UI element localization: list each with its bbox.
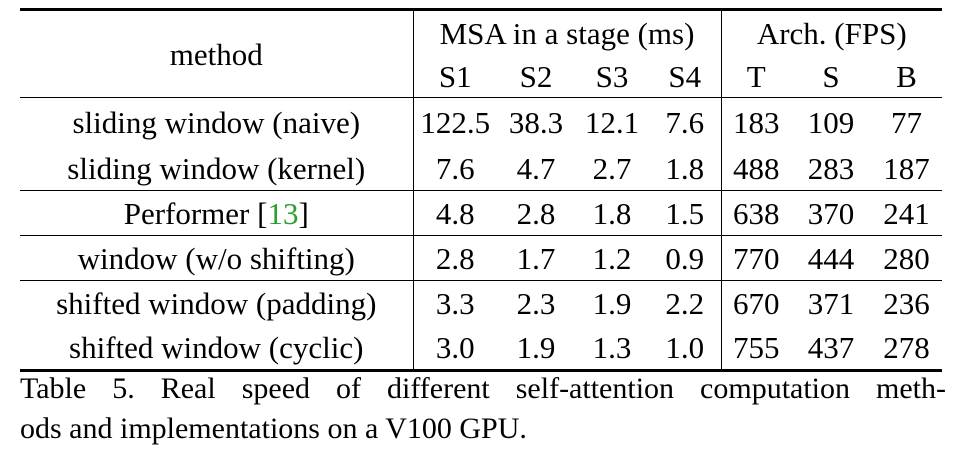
msa-cell: 2.8 <box>413 235 497 281</box>
table-row: shifted window (cyclic) 3.0 1.9 1.3 1.0 … <box>20 325 942 372</box>
arch-size-header: S <box>822 58 840 94</box>
arch-size-header: B <box>896 58 917 94</box>
fps-cell: 670 <box>721 280 791 325</box>
msa-cell: 4.8 <box>413 190 497 236</box>
msa-cell: 12.1 <box>575 97 649 146</box>
msa-cell: 7.6 <box>649 97 722 146</box>
table-row: window (w/o shifting) 2.8 1.7 1.2 0.9 77… <box>20 235 942 281</box>
msa-cell: 122.5 <box>413 97 497 146</box>
msa-cell: 1.7 <box>497 235 575 281</box>
msa-cell: 1.5 <box>649 190 722 236</box>
msa-cell: 7.6 <box>435 150 475 186</box>
method-name: Performer <box>123 195 250 231</box>
fps-cell: 283 <box>807 150 855 186</box>
fps-cell: 638 <box>721 190 791 236</box>
fps-cell: 770 <box>721 235 791 281</box>
table-row: Performer [13] 4.8 2.8 1.8 1.5 638 370 2… <box>20 190 942 236</box>
msa-stage-header: S2 <box>519 58 553 94</box>
fps-cell: 278 <box>871 325 942 372</box>
msa-stage-header: S4 <box>649 55 722 98</box>
msa-cell: 2.8 <box>497 190 575 236</box>
msa-cell: 1.9 <box>575 280 649 325</box>
caption-line: Table 5. Real speed of different self-at… <box>20 372 946 405</box>
msa-cell: 1.0 <box>649 325 722 372</box>
table-row: shifted window (padding) 3.3 2.3 1.9 2.2… <box>20 280 942 325</box>
fps-cell: 183 <box>721 97 791 146</box>
msa-cell: 1.8 <box>649 146 722 191</box>
msa-cell: 1.3 <box>575 325 649 372</box>
fps-cell: 755 <box>721 325 791 372</box>
msa-cell: 4.7 <box>516 150 556 186</box>
arch-group-header: Arch. (FPS) <box>721 8 942 55</box>
fps-cell: 371 <box>791 280 871 325</box>
fps-cell: 241 <box>871 190 942 236</box>
msa-cell: 1.2 <box>575 235 649 281</box>
table-caption: Table 5. Real speed of different self-at… <box>20 369 946 449</box>
table-row: sliding window (kernel) 7.6 4.7 2.7 1.8 … <box>20 146 942 191</box>
caption-line: ods and implementations on a V100 GPU. <box>20 412 527 445</box>
method-cell: shifted window (cyclic) <box>20 325 414 372</box>
fps-cell: 236 <box>871 280 942 325</box>
msa-group-header: MSA in a stage (ms) <box>413 8 722 55</box>
fps-cell: 370 <box>791 190 871 236</box>
method-cell: Performer [13] <box>20 190 414 236</box>
msa-cell: 2.3 <box>497 280 575 325</box>
fps-cell: 444 <box>791 235 871 281</box>
table-row: sliding window (naive) 122.5 38.3 12.1 7… <box>20 97 942 146</box>
msa-cell: 1.9 <box>497 325 575 372</box>
fps-cell: 187 <box>883 150 930 186</box>
fps-cell: 280 <box>871 235 942 281</box>
msa-cell: 2.2 <box>649 280 722 325</box>
arch-size-header: T <box>746 58 766 94</box>
method-cell: window (w/o shifting) <box>20 235 414 281</box>
method-cell: sliding window (kernel) <box>20 146 414 191</box>
msa-stage-header: S3 <box>595 58 629 94</box>
fps-cell: 437 <box>791 325 871 372</box>
method-cell: shifted window (padding) <box>20 280 414 325</box>
method-column-header: method <box>20 8 414 98</box>
msa-cell: 0.9 <box>649 235 722 281</box>
method-cell: sliding window (naive) <box>20 97 414 146</box>
msa-cell: 3.0 <box>413 325 497 372</box>
msa-cell: 2.7 <box>592 150 632 186</box>
msa-cell: 1.8 <box>575 190 649 236</box>
msa-stage-header: S1 <box>438 58 472 94</box>
fps-cell: 488 <box>733 150 780 186</box>
citation-link[interactable]: 13 <box>267 195 299 231</box>
fps-cell: 77 <box>871 97 942 146</box>
speed-comparison-table: method MSA in a stage (ms) Arch. (FPS) S… <box>20 8 942 372</box>
msa-cell: 38.3 <box>497 97 575 146</box>
msa-cell: 3.3 <box>413 280 497 325</box>
fps-cell: 109 <box>791 97 871 146</box>
